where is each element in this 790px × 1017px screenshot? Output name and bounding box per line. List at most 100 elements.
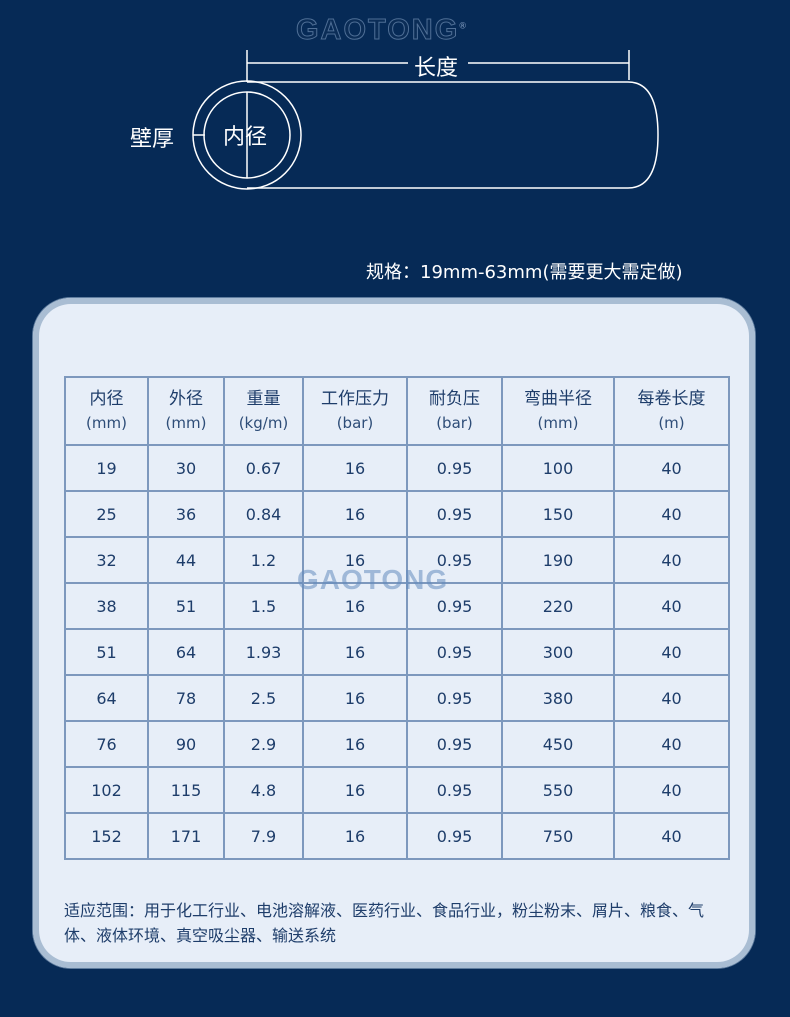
table-cell: 64 [64,674,149,722]
inner-diameter-label: 内径 [223,125,268,150]
table-cell: 40 [613,812,730,860]
header-label: 外径 [169,389,203,409]
header-unit: (mm) [86,414,127,432]
spec-text: 规格：19mm-63mm(需要更大需定做) [366,262,683,283]
table-cell: 150 [501,490,615,538]
table-cell: 16 [302,536,408,584]
header-label: 耐负压 [429,389,480,409]
table-row: 51 64 1.93 16 0.95 300 40 [64,628,730,676]
table-cell: 40 [613,536,730,584]
header-label: 重量 [246,389,281,409]
table-cell: 0.95 [406,536,503,584]
table-cell: 1.93 [223,628,304,676]
table-cell: 16 [302,444,408,492]
table-cell: 102 [64,766,149,814]
table-cell: 16 [302,766,408,814]
column-header: 弯曲半径 (mm) [501,376,615,446]
table-cell: 30 [147,444,225,492]
header-unit: (m) [658,414,685,432]
table-cell: 64 [147,628,225,676]
table-cell: 36 [147,490,225,538]
table-cell: 16 [302,812,408,860]
table-row: 76 90 2.9 16 0.95 450 40 [64,720,730,768]
header-unit: (bar) [336,414,374,432]
table-cell: 100 [501,444,615,492]
table-cell: 1.5 [223,582,304,630]
table-cell: 171 [147,812,225,860]
table-row: 38 51 1.5 16 0.95 220 40 [64,582,730,630]
table-cell: 0.95 [406,582,503,630]
column-header: 每卷长度 (m) [613,376,730,446]
table-cell: 51 [147,582,225,630]
table-cell: 220 [501,582,615,630]
header-unit: (mm) [165,414,207,432]
table-cell: 300 [501,628,615,676]
spec-table: 内径 (mm) 外径 (mm) 重量 (kg/m) 工作压力 (bar) 耐负压 (bar) 弯曲半… [64,376,730,860]
table-cell: 450 [501,720,615,768]
header-label: 内径 [89,389,124,409]
table-cell: 16 [302,674,408,722]
table-cell: 40 [613,720,730,768]
header-unit: (bar) [436,414,473,432]
table-cell: 1.2 [223,536,304,584]
table-cell: 40 [613,444,730,492]
table-row: 102 115 4.8 16 0.95 550 40 [64,766,730,814]
table-cell: 152 [64,812,149,860]
table-cell: 38 [64,582,149,630]
header-unit: (mm) [537,414,579,432]
table-cell: 2.5 [223,674,304,722]
column-header: 重量 (kg/m) [223,376,304,446]
table-cell: 40 [613,582,730,630]
table-cell: 190 [501,536,615,584]
watermark: GAOTONG [297,564,449,595]
header-unit: (kg/m) [238,414,289,432]
table-cell: 19 [64,444,149,492]
table-row: 152 171 7.9 16 0.95 750 40 [64,812,730,860]
header-label: 每卷长度 [637,389,706,409]
column-header: 耐负压 (bar) [406,376,503,446]
table-cell: 90 [147,720,225,768]
table-cell: 750 [501,812,615,860]
table-cell: 0.67 [223,444,304,492]
table-cell: 2.9 [223,720,304,768]
table-cell: 115 [147,766,225,814]
length-label: 长度 [414,56,459,81]
table-row: 25 36 0.84 16 0.95 150 40 [64,490,730,538]
table-cell: 25 [64,490,149,538]
column-header: 内径 (mm) [64,376,149,446]
table-cell: 16 [302,582,408,630]
table-row: 32 44 1.2 16 0.95 190 40 [64,536,730,584]
column-header: 外径 (mm) [147,376,225,446]
table-cell: 380 [501,674,615,722]
table-cell: 40 [613,628,730,676]
table-cell: 0.95 [406,674,503,722]
table-cell: 0.95 [406,766,503,814]
table-row: 64 78 2.5 16 0.95 380 40 [64,674,730,722]
table-cell: 32 [64,536,149,584]
table-cell: 0.95 [406,490,503,538]
table-cell: 44 [147,536,225,584]
table-cell: 0.95 [406,444,503,492]
table-cell: 4.8 [223,766,304,814]
table-cell: 0.84 [223,490,304,538]
table-cell: 78 [147,674,225,722]
table-cell: 7.9 [223,812,304,860]
wall-thickness-label: 壁厚 [130,127,175,152]
table-cell: 16 [302,490,408,538]
table-cell: 0.95 [406,628,503,676]
table-cell: 40 [613,766,730,814]
table-cell: 0.95 [406,812,503,860]
table-cell: 40 [613,674,730,722]
brand-logo: GAOTONG® [295,14,468,47]
header-label: 工作压力 [321,389,389,409]
table-row: 19 30 0.67 16 0.95 100 40 [64,444,730,492]
hose-diagram [192,50,659,190]
table-cell: 51 [64,628,149,676]
table-cell: 76 [64,720,149,768]
applications-text: 适应范围：用于化工行业、电池溶解液、医药行业、食品行业，粉尘粉末、屑片、粮食、气… [64,901,705,945]
header-label: 弯曲半径 [524,389,592,409]
table-cell: 16 [302,628,408,676]
table-cell: 550 [501,766,615,814]
table-cell: 40 [613,490,730,538]
column-header: 工作压力 (bar) [302,376,408,446]
